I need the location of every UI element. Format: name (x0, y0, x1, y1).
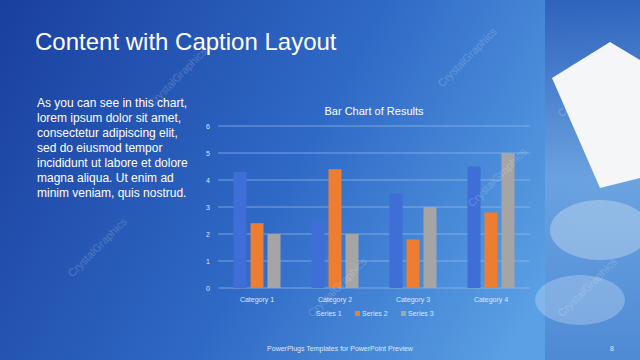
legend-swatch (401, 311, 406, 316)
watermark: CrystalGraphics (465, 145, 529, 209)
grid-line (218, 153, 530, 154)
footer: PowerPlugs Templates for PowerPoint Prev… (267, 345, 414, 353)
bar (268, 234, 281, 288)
pillow (552, 42, 640, 188)
x-tick-label: Category 1 (240, 296, 274, 304)
caption: As you can see in this chart, lorem ipsu… (37, 96, 199, 201)
y-tick-label: 1 (206, 258, 210, 265)
watermark: CrystalGraphics (65, 215, 129, 279)
background (0, 0, 640, 360)
grid-line (218, 126, 530, 127)
legend: Series 1Series 2Series 3 (309, 310, 434, 317)
chart-title: Bar Chart of Results (324, 105, 424, 117)
watermark: CrystalGraphics (555, 55, 619, 119)
grid-line (218, 234, 530, 235)
grid-line (218, 261, 530, 262)
grid-line (218, 288, 530, 289)
grid-line (218, 180, 530, 181)
watermark: CrystalGraphics (305, 255, 369, 319)
y-tick-label: 2 (206, 231, 210, 238)
legend-swatch (355, 311, 360, 316)
watermark: CrystalGraphics (555, 255, 619, 319)
slide-title: Content with Caption Layout (35, 28, 337, 55)
bar (329, 169, 342, 288)
bars (234, 153, 515, 288)
bar (468, 167, 481, 289)
y-tick-label: 6 (206, 123, 210, 130)
bar (424, 207, 437, 288)
watermark: CrystalGraphics (435, 25, 499, 89)
bar (407, 239, 420, 288)
x-tick-label: Category 3 (396, 296, 430, 304)
bar (390, 194, 403, 289)
axes: 0 1 2 3 4 5 6 (206, 123, 530, 292)
y-tick-label: 4 (206, 177, 210, 184)
legend-label: Series 2 (362, 310, 388, 317)
y-tick-label: 3 (206, 204, 210, 211)
cloud (550, 200, 640, 260)
bar (234, 172, 247, 288)
y-tick-label: 0 (206, 285, 210, 292)
page-number: 8 (610, 345, 614, 352)
legend-label: Series 3 (408, 310, 434, 317)
x-tick-label: Category 4 (474, 296, 508, 304)
bar (485, 212, 498, 288)
y-tick-label: 5 (206, 150, 210, 157)
grid-line (218, 207, 530, 208)
bar (312, 221, 325, 289)
bar (251, 223, 264, 288)
